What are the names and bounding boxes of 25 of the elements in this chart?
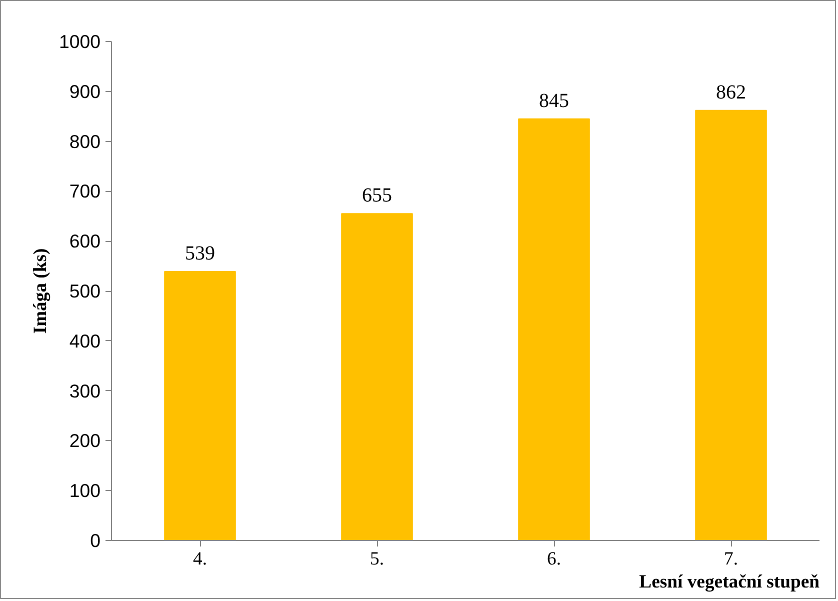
- y-tick-label: 900: [69, 80, 101, 102]
- y-tick-label: 600: [69, 230, 101, 252]
- y-tick-label: 100: [69, 480, 101, 502]
- bar: [695, 110, 767, 540]
- y-tick-label: 800: [69, 130, 101, 152]
- data-label: 655: [362, 184, 392, 207]
- x-tick-label: 7.: [724, 548, 738, 570]
- y-axis-title: Imága (ks): [30, 248, 51, 334]
- y-tick-label: 200: [69, 430, 101, 452]
- bar: [518, 118, 590, 540]
- data-label: 862: [716, 81, 746, 104]
- bar: [341, 213, 413, 540]
- x-axis-title: Lesní vegetační stupeň: [639, 572, 820, 592]
- bar: [164, 271, 236, 540]
- y-tick-label: 500: [69, 280, 101, 302]
- y-tick-label: 300: [69, 380, 101, 402]
- x-tick-label: 5.: [370, 548, 384, 570]
- y-tick-label: 400: [69, 330, 101, 352]
- data-label: 845: [539, 90, 569, 112]
- x-tick-label: 4.: [193, 548, 208, 570]
- x-tick-label: 6.: [547, 548, 562, 570]
- y-tick-label: 700: [69, 180, 101, 202]
- data-label: 539: [185, 242, 215, 265]
- y-tick-label: 1000: [58, 31, 101, 52]
- y-tick-label: 0: [90, 530, 101, 551]
